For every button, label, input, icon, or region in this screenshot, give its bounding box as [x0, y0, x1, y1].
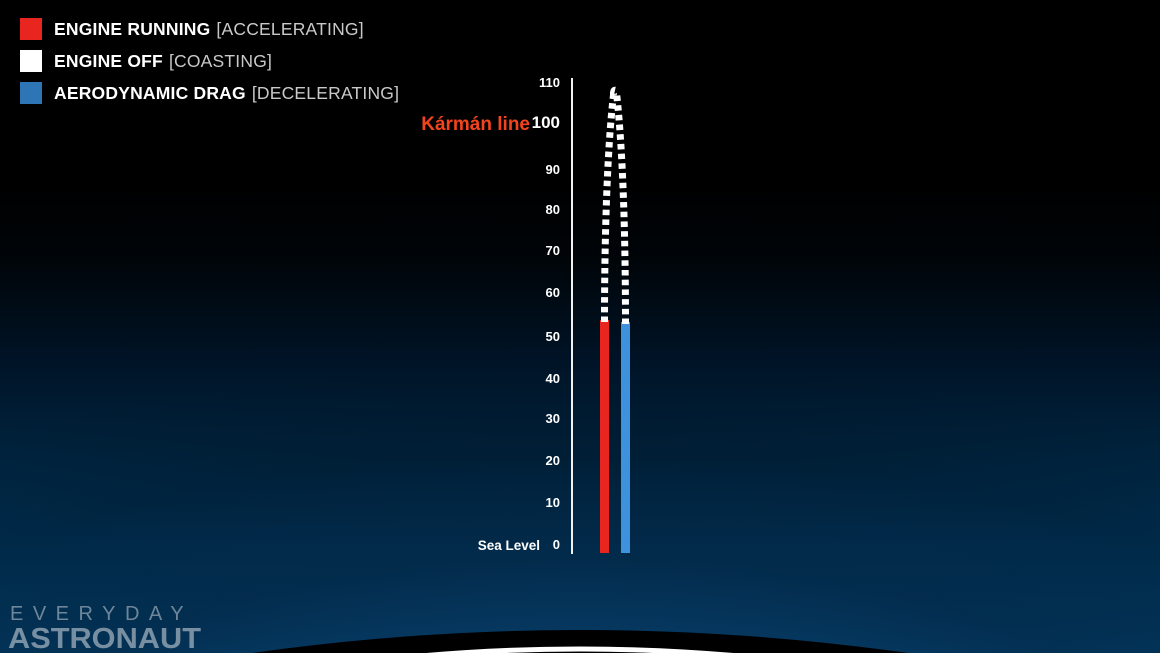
legend-item-aerodynamic-drag: AERODYNAMIC DRAG [DECELERATING] [20, 80, 399, 106]
aerodynamic-drag-bar [621, 322, 630, 553]
altitude-axis-line [571, 78, 573, 554]
legend-item-sublabel: [DECELERATING] [251, 82, 400, 103]
coast-apex-path [609, 86, 620, 96]
axis-tick-10: 10 [545, 495, 560, 510]
legend-item-sublabel: [COASTING] [168, 50, 273, 71]
legend-item-engine-off: ENGINE OFF [COASTING] [20, 48, 399, 74]
axis-tick-70: 70 [545, 243, 560, 258]
axis-tick-60: 60 [545, 285, 560, 300]
square-swatch-icon [20, 50, 42, 72]
axis-tick-40: 40 [545, 371, 560, 386]
legend: ENGINE RUNNING [ACCELERATING] ENGINE OFF… [20, 16, 399, 112]
axis-tick-80: 80 [545, 202, 560, 217]
legend-item-label: ENGINE OFF [54, 50, 163, 71]
legend-item-engine-running: ENGINE RUNNING [ACCELERATING] [20, 16, 399, 42]
karman-line-annotation: Kármán line [421, 114, 530, 135]
engine-running-bar [600, 320, 609, 553]
coast-descent-path [613, 92, 629, 325]
axis-tick-0: 0 [552, 537, 560, 552]
axis-tick-20: 20 [545, 453, 560, 468]
axis-tick-110: 110 [539, 75, 560, 90]
axis-tick-90: 90 [545, 162, 560, 177]
legend-item-label: ENGINE RUNNING [54, 18, 211, 39]
square-swatch-icon [20, 82, 42, 104]
legend-item-sublabel: [ACCELERATING] [216, 18, 364, 39]
sea-level-annotation: Sea Level [477, 538, 540, 553]
coast-ascent-path [601, 94, 617, 323]
axis-tick-100: 100 [531, 113, 560, 132]
square-swatch-icon [20, 18, 42, 40]
axis-tick-30: 30 [545, 411, 560, 426]
legend-item-label: AERODYNAMIC DRAG [54, 82, 246, 103]
axis-tick-50: 50 [545, 329, 560, 344]
